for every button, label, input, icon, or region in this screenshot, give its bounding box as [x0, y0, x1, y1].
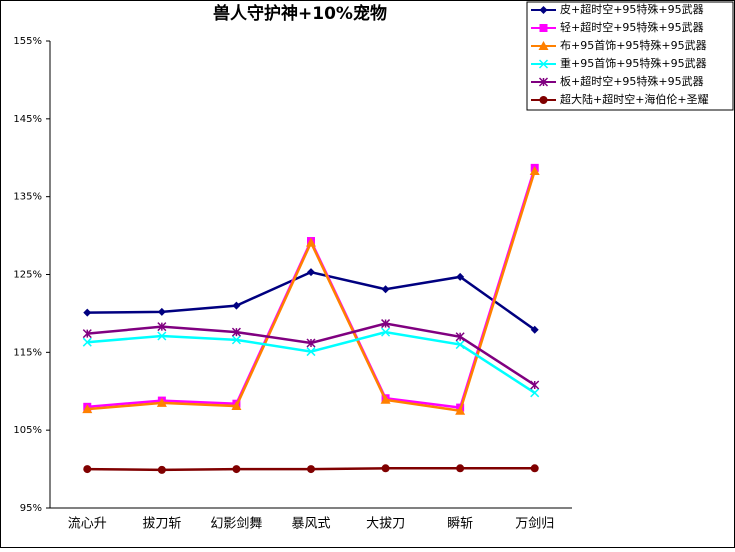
x-tick-label: 幻影剑舞 [210, 516, 262, 532]
x-tick-label: 拔刀斩 [142, 517, 181, 532]
x-tick-label: 万剑归 [515, 516, 554, 532]
marker [307, 268, 315, 277]
marker [456, 272, 465, 281]
y-tick-label: 135% [13, 192, 42, 203]
marker [307, 465, 315, 474]
legend-label: 板+超时空+95特殊+95武器 [560, 74, 704, 88]
marker [455, 405, 466, 415]
marker [381, 319, 391, 329]
marker [381, 285, 390, 294]
legend-label: 超大陆+超时空+海伯伦+圣耀 [560, 92, 709, 106]
marker [232, 465, 241, 474]
marker [83, 308, 92, 317]
marker [232, 301, 241, 310]
x-tick-label: 流心升 [68, 517, 107, 532]
marker [231, 335, 241, 345]
y-tick-label: 155% [13, 36, 42, 47]
marker [231, 327, 241, 337]
marker [539, 6, 548, 14]
marker [82, 404, 93, 414]
marker [157, 307, 166, 316]
y-tick-label: 145% [13, 114, 42, 125]
marker [82, 337, 92, 347]
marker [381, 327, 391, 337]
marker [529, 165, 540, 175]
marker [306, 347, 316, 357]
chart-title: 兽人守护神+10%宠物 [213, 3, 387, 24]
marker [530, 464, 539, 473]
marker [306, 338, 316, 348]
y-tick-label: 105% [13, 425, 42, 436]
marker [156, 397, 167, 407]
marker [538, 41, 549, 50]
marker [539, 24, 548, 32]
marker [530, 388, 540, 398]
legend-box [526, 1, 734, 111]
marker [157, 331, 167, 341]
y-tick-label: 95% [20, 503, 42, 514]
legend-label: 布+95首饰+95特殊+95武器 [560, 38, 707, 52]
marker [455, 340, 465, 350]
legend-label: 皮+超时空+95特殊+95武器 [560, 2, 704, 16]
marker [82, 329, 92, 339]
legend-label: 重+95首饰+95特殊+95武器 [560, 56, 707, 70]
marker [530, 380, 540, 390]
y-tick-label: 115% [13, 347, 42, 358]
marker [380, 394, 391, 404]
marker [456, 464, 465, 473]
legend-label: 轻+超时空+95特殊+95武器 [560, 20, 704, 34]
marker [455, 332, 465, 342]
marker [306, 237, 316, 247]
marker [83, 465, 92, 474]
marker [157, 465, 166, 474]
x-tick-label: 瞬斩 [447, 517, 473, 532]
y-tick-label: 125% [13, 270, 42, 281]
x-tick-label: 暴风式 [291, 517, 330, 532]
marker [381, 464, 390, 473]
marker [157, 322, 167, 332]
marker [538, 77, 549, 87]
marker [530, 325, 539, 334]
marker [538, 59, 549, 69]
marker [539, 96, 548, 104]
x-tick-label: 大拔刀 [366, 517, 405, 532]
marker [231, 401, 242, 411]
